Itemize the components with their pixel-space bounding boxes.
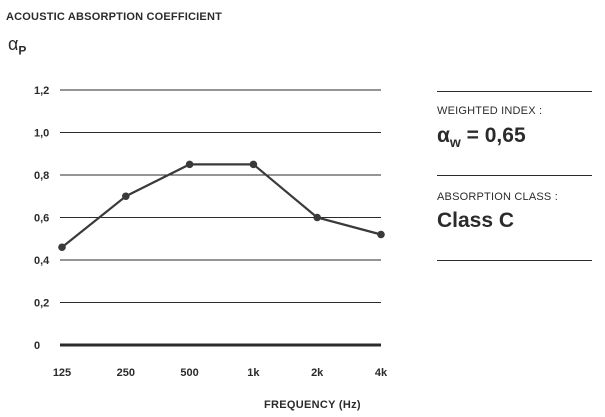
y-tick-label: 0,2 xyxy=(34,298,49,310)
y-axis-symbol: α xyxy=(8,34,19,54)
y-axis-label: αP xyxy=(8,34,26,58)
y-tick-label: 0,6 xyxy=(34,213,49,225)
y-tick-label: 0,8 xyxy=(34,170,49,182)
x-tick-label: 1k xyxy=(247,367,260,379)
weighted-index-symbol: α xyxy=(437,124,450,147)
divider-bottom xyxy=(437,260,592,261)
x-tick-label: 125 xyxy=(53,367,71,379)
x-tick-label: 2k xyxy=(311,367,324,379)
series-line xyxy=(61,163,382,249)
data-point xyxy=(377,230,385,239)
data-point xyxy=(185,160,194,169)
data-point xyxy=(313,213,322,222)
data-point xyxy=(122,192,130,201)
weighted-index-subscript: w xyxy=(449,134,461,151)
x-tick-label: 4k xyxy=(375,367,388,379)
grid-lines xyxy=(60,89,381,347)
weighted-index-value: αw = 0,65 xyxy=(437,124,526,150)
y-tick-label: 1,2 xyxy=(34,85,49,97)
divider-middle xyxy=(437,175,592,176)
y-tick-label: 0,4 xyxy=(34,255,50,267)
series-absorption xyxy=(58,160,385,252)
y-axis-subscript: P xyxy=(18,43,27,58)
x-tick-label: 250 xyxy=(117,367,135,379)
data-point xyxy=(249,160,258,169)
weighted-index-number: = 0,65 xyxy=(466,124,526,147)
x-tick-labels: 125 250 500 1k 2k 4k xyxy=(53,367,388,379)
chart-title: ACOUSTIC ABSORPTION COEFFICIENT xyxy=(6,11,223,23)
y-tick-label: 1,0 xyxy=(34,128,49,140)
data-point xyxy=(58,243,66,252)
x-tick-label: 500 xyxy=(180,367,198,379)
absorption-class-value: Class C xyxy=(437,209,515,232)
y-tick-labels: 0 0,2 0,4 0,6 0,8 1,0 1,2 xyxy=(34,85,50,352)
weighted-index-label: WEIGHTED INDEX : xyxy=(437,105,543,117)
y-tick-label: 0 xyxy=(34,340,40,352)
absorption-class-label: ABSORPTION CLASS : xyxy=(437,191,558,203)
divider-top xyxy=(437,91,592,92)
x-axis-label: FREQUENCY (Hz) xyxy=(264,399,361,411)
